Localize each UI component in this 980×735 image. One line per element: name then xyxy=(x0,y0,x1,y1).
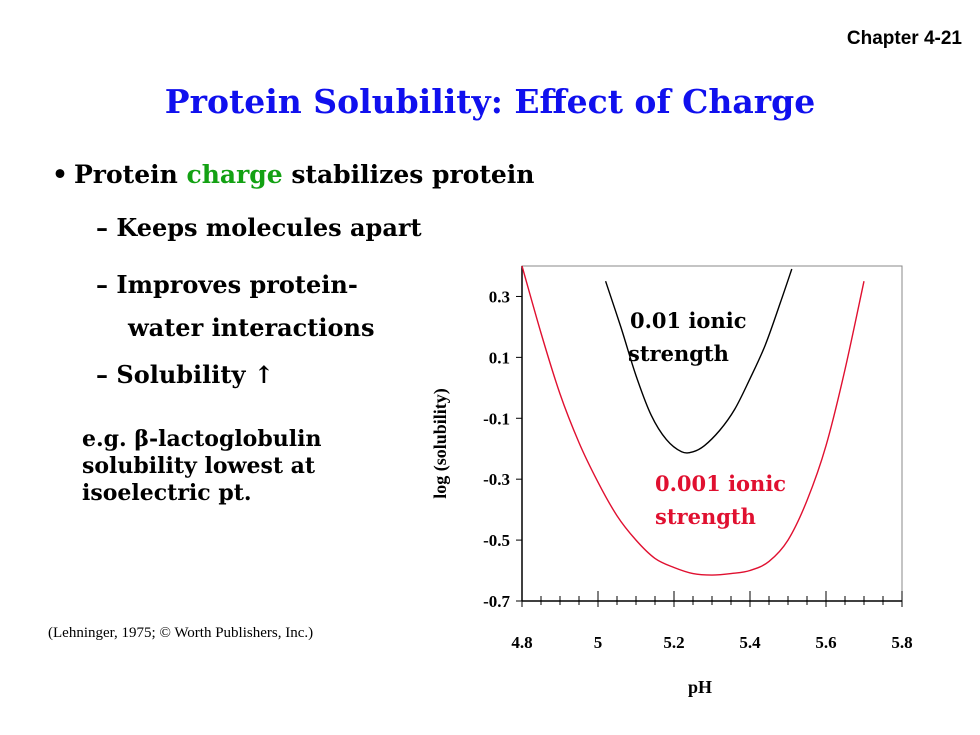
chart-labels: pH log (solubility) 0.01 ionic strength 0.00… xyxy=(430,308,786,697)
chart-series xyxy=(521,265,865,576)
note-line-1: e.g. β-lactoglobulin xyxy=(82,426,322,452)
note-line-2: solubility lowest at xyxy=(82,453,316,479)
series-line-0.001 xyxy=(521,265,865,576)
y-axis-title: log (solubility) xyxy=(430,388,451,499)
annotation-line1: 0.001 ionic xyxy=(655,471,786,496)
series-line-0.01 xyxy=(604,268,793,454)
x-tick-label: 5.2 xyxy=(663,633,684,652)
annotation-line2: strength xyxy=(628,341,729,366)
x-tick-label: 5.4 xyxy=(739,633,761,652)
annotation-line2: strength xyxy=(655,504,756,529)
sub-bullet-1: – Keeps molecules apart xyxy=(96,213,422,242)
y-tick-label: -0.1 xyxy=(483,409,510,428)
y-tick-label: -0.5 xyxy=(483,531,510,550)
y-tick-label: -0.7 xyxy=(483,592,510,611)
bullet-prefix: Protein xyxy=(74,160,187,189)
sub-bullet-2-line2: water interactions xyxy=(128,313,375,342)
sub-bullet-3: – Solubility ↑ xyxy=(96,360,274,389)
note-line-3: isoelectric pt. xyxy=(82,480,252,506)
bullet-highlight: charge xyxy=(186,160,283,189)
x-axis-title: pH xyxy=(688,677,712,697)
x-tick-label: 5.8 xyxy=(891,633,912,652)
bullet-suffix: stabilizes protein xyxy=(282,160,535,189)
sub-bullet-2-line1: – Improves protein- xyxy=(96,270,358,299)
slide-title: Protein Solubility: Effect of Charge xyxy=(164,82,816,121)
y-tick-label: 0.1 xyxy=(489,348,510,367)
chart-ticks: 0.3 0.1 -0.1 -0.3 -0.5 -0.7 4.8 5 5.2 5.4 5.6 5.8 xyxy=(483,287,913,652)
chapter-label: Chapter 4-21 xyxy=(846,28,962,49)
bullet-dot: • xyxy=(52,160,68,189)
annotation-line1: 0.01 ionic xyxy=(630,308,746,333)
x-tick-label: 4.8 xyxy=(511,633,532,652)
citation: (Lehninger, 1975; © Worth Publishers, In… xyxy=(48,625,314,641)
x-tick-label: 5 xyxy=(594,633,603,652)
bullet-main: • Protein charge stabilizes protein xyxy=(52,160,534,189)
y-tick-label: -0.3 xyxy=(483,470,510,489)
y-tick-label: 0.3 xyxy=(489,287,510,306)
x-tick-label: 5.6 xyxy=(815,633,836,652)
